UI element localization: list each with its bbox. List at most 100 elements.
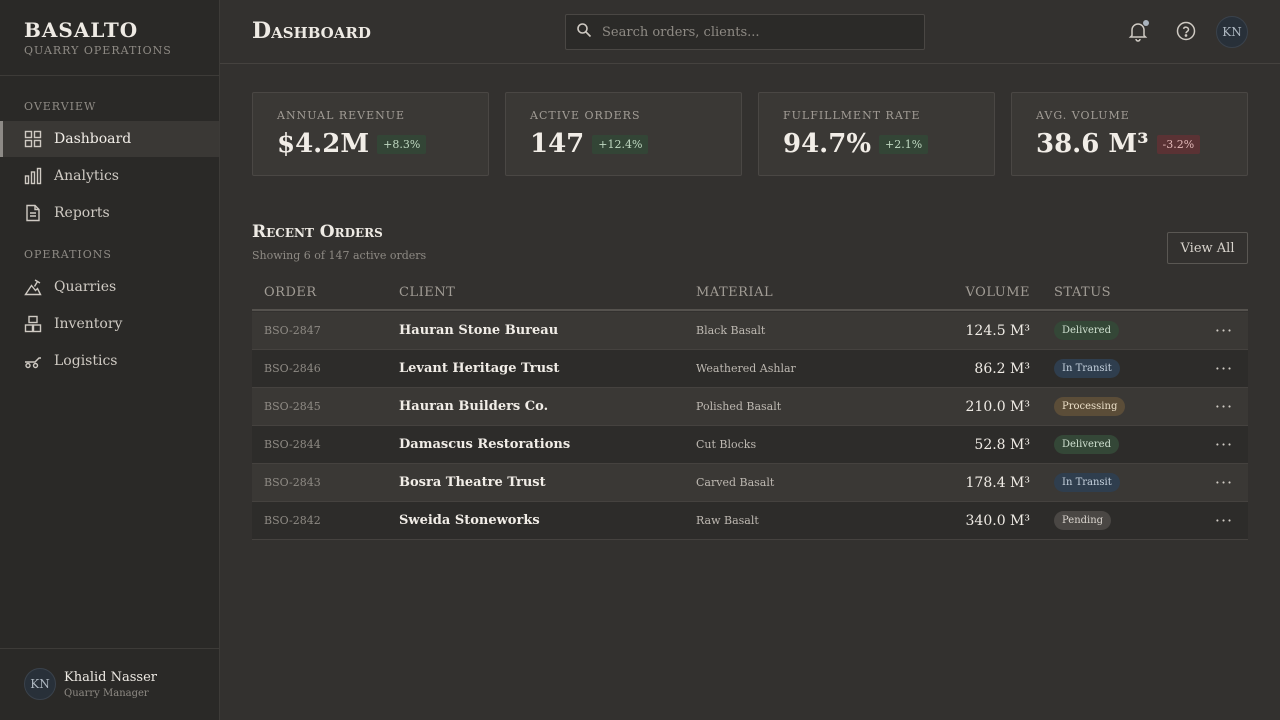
row-actions-button[interactable]: ···: [1212, 502, 1236, 539]
change-badge: +2.1%: [879, 134, 929, 154]
stat-label: AVG. VOLUME: [1036, 109, 1130, 122]
table-row[interactable]: BSO-2847 Hauran Stone Bureau Black Basal…: [252, 312, 1248, 350]
table-row[interactable]: BSO-2843 Bosra Theatre Trust Carved Basa…: [252, 464, 1248, 502]
status-badge: In Transit: [1054, 359, 1120, 378]
client-name: Hauran Builders Co.: [399, 399, 549, 414]
notification-dot: [1143, 20, 1149, 26]
divider: [0, 648, 219, 649]
material: Carved Basalt: [696, 476, 775, 489]
order-id: BSO-2844: [264, 438, 321, 451]
sidebar-item-quarries[interactable]: Quarries: [0, 269, 219, 305]
more-icon: ···: [1214, 511, 1234, 530]
user-role: Quarry Manager: [64, 687, 149, 699]
client-name: Damascus Restorations: [399, 437, 571, 452]
grid-icon: [24, 130, 42, 148]
table-row[interactable]: BSO-2844 Damascus Restorations Cut Block…: [252, 426, 1248, 464]
cart-icon: [24, 352, 42, 370]
search-box[interactable]: [565, 14, 925, 50]
status-badge: Pending: [1054, 511, 1112, 530]
help-button[interactable]: [1175, 20, 1197, 42]
sidebar-item-label: Analytics: [54, 168, 119, 184]
user-name: Khalid Nasser: [64, 669, 157, 685]
section-title: Recent Orders: [252, 222, 383, 242]
status-badge: In Transit: [1054, 473, 1120, 492]
table-row[interactable]: BSO-2845 Hauran Builders Co. Polished Ba…: [252, 388, 1248, 426]
bell-icon: [1127, 23, 1149, 46]
notifications-button[interactable]: [1127, 20, 1149, 42]
user-profile[interactable]: KN Khalid Nasser Quarry Manager: [24, 668, 157, 700]
client-name: Hauran Stone Bureau: [399, 323, 559, 338]
client-name: Sweida Stoneworks: [399, 513, 540, 528]
more-icon: ···: [1214, 321, 1234, 340]
sidebar-item-reports[interactable]: Reports: [0, 195, 219, 231]
volume: 178.4 M³: [965, 474, 1030, 491]
sidebar-item-analytics[interactable]: Analytics: [0, 158, 219, 194]
sidebar-item-label: Quarries: [54, 279, 117, 295]
client-name: Bosra Theatre Trust: [399, 475, 546, 490]
divider: [0, 75, 219, 76]
volume: 340.0 M³: [965, 512, 1030, 529]
document-icon: [24, 204, 42, 222]
table-row[interactable]: BSO-2842 Sweida Stoneworks Raw Basalt 34…: [252, 502, 1248, 540]
table-header: ORDER CLIENT MATERIAL VOLUME STATUS: [252, 276, 1248, 311]
order-id: BSO-2842: [264, 514, 321, 527]
column-header-client[interactable]: CLIENT: [399, 285, 456, 300]
stat-label: ACTIVE ORDERS: [530, 109, 641, 122]
material: Black Basalt: [696, 324, 766, 337]
nav-section-overview: OVERVIEW: [24, 100, 97, 113]
bar-chart-icon: [24, 167, 42, 185]
blocks-icon: [24, 315, 42, 333]
more-icon: ···: [1214, 397, 1234, 416]
stat-label: FULFILLMENT RATE: [783, 109, 921, 122]
change-badge: +8.3%: [377, 134, 427, 154]
column-header-order[interactable]: ORDER: [264, 285, 317, 300]
stat-value: $4.2M: [277, 129, 370, 159]
column-header-status[interactable]: STATUS: [1054, 285, 1112, 300]
help-icon: [1175, 21, 1197, 46]
row-actions-button[interactable]: ···: [1212, 464, 1236, 501]
stat-label: ANNUAL REVENUE: [277, 109, 406, 122]
material: Cut Blocks: [696, 438, 757, 451]
more-icon: ···: [1214, 435, 1234, 454]
sidebar-item-inventory[interactable]: Inventory: [0, 306, 219, 342]
brand: BASALTO QUARRY OPERATIONS: [24, 18, 172, 57]
sidebar: BASALTO QUARRY OPERATIONS OVERVIEW Dashb…: [0, 0, 220, 720]
brand-subtitle: QUARRY OPERATIONS: [24, 44, 172, 57]
nav-section-operations: OPERATIONS: [24, 248, 112, 261]
sidebar-item-label: Reports: [54, 205, 110, 221]
order-id: BSO-2845: [264, 400, 321, 413]
change-badge: -3.2%: [1156, 134, 1201, 154]
page-title: Dashboard: [252, 18, 371, 44]
more-icon: ···: [1214, 359, 1234, 378]
row-actions-button[interactable]: ···: [1212, 426, 1236, 463]
row-actions-button[interactable]: ···: [1212, 350, 1236, 387]
avatar: KN: [24, 668, 56, 700]
volume: 52.8 M³: [974, 436, 1030, 453]
sidebar-item-label: Dashboard: [54, 131, 132, 147]
column-header-volume[interactable]: VOLUME: [965, 285, 1030, 300]
section-subtitle: Showing 6 of 147 active orders: [252, 249, 427, 262]
order-id: BSO-2847: [264, 324, 321, 337]
row-actions-button[interactable]: ···: [1212, 312, 1236, 349]
status-badge: Processing: [1054, 397, 1126, 416]
mountain-pick-icon: [24, 278, 42, 296]
search-icon: [576, 22, 592, 42]
stat-value: 94.7%: [783, 129, 872, 159]
sidebar-item-label: Logistics: [54, 353, 118, 369]
table-row[interactable]: BSO-2846 Levant Heritage Trust Weathered…: [252, 350, 1248, 388]
column-header-material[interactable]: MATERIAL: [696, 285, 774, 300]
order-id: BSO-2843: [264, 476, 321, 489]
search-input[interactable]: [602, 24, 902, 40]
sidebar-item-dashboard[interactable]: Dashboard: [0, 121, 219, 157]
row-actions-button[interactable]: ···: [1212, 388, 1236, 425]
material: Weathered Ashlar: [696, 362, 796, 375]
volume: 124.5 M³: [965, 322, 1030, 339]
stat-card-fulfillment-rate: FULFILLMENT RATE 94.7% +2.1%: [758, 92, 995, 176]
sidebar-item-logistics[interactable]: Logistics: [0, 343, 219, 379]
view-all-button[interactable]: View All: [1167, 232, 1248, 264]
brand-name: BASALTO: [24, 18, 139, 42]
user-avatar-button[interactable]: KN: [1216, 16, 1248, 48]
stat-card-revenue: ANNUAL REVENUE $4.2M +8.3%: [252, 92, 489, 176]
top-header: Dashboard KN: [220, 0, 1280, 64]
sidebar-item-label: Inventory: [54, 316, 123, 332]
